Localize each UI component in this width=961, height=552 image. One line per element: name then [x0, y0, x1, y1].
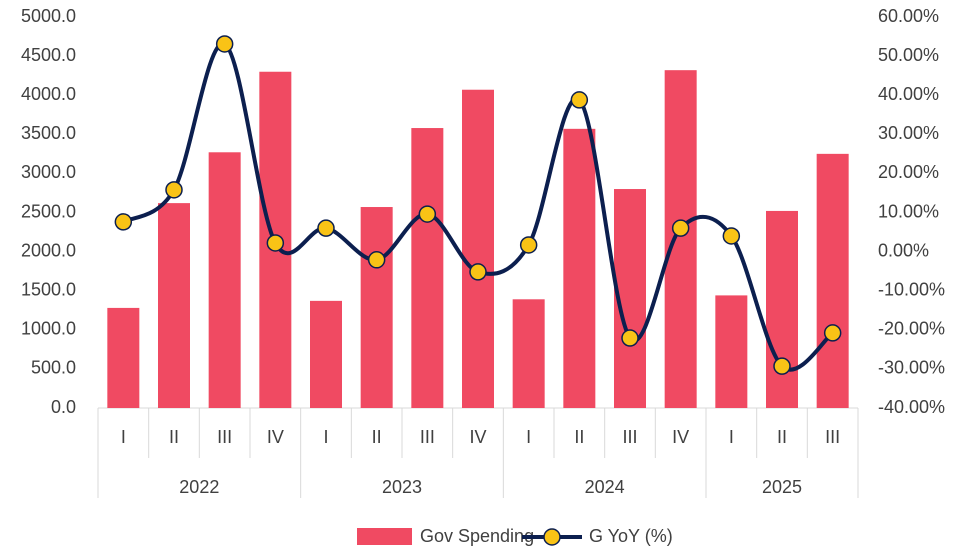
y2-tick-label: -10.00% [878, 279, 945, 299]
y2-tick-label: 20.00% [878, 162, 939, 182]
x-tick-label: IV [267, 427, 284, 447]
x-tick-label: II [169, 427, 179, 447]
bar [766, 210, 798, 408]
x-tick-label: III [825, 427, 840, 447]
x-tick-label: I [323, 427, 328, 447]
y-tick-label: 4000.0 [21, 84, 76, 104]
bar [310, 300, 342, 408]
y2-tick-label: -30.00% [878, 358, 945, 378]
marker [722, 227, 741, 245]
marker [469, 263, 487, 281]
marker [773, 357, 791, 375]
y-tick-label: 4500.0 [21, 45, 76, 65]
bar [512, 299, 545, 408]
x-tick-label: II [372, 427, 382, 447]
y2-tick-label: -40.00% [878, 397, 945, 417]
legend-label: Gov Spending [420, 526, 534, 546]
bar [664, 70, 697, 409]
legend-swatch [543, 528, 561, 546]
marker [671, 219, 690, 237]
y2-tick-label: 30.00% [878, 123, 939, 143]
y-tick-label: 3500.0 [21, 123, 76, 143]
marker [114, 213, 133, 231]
marker [165, 181, 183, 199]
y2-tick-label: 50.00% [878, 45, 939, 65]
legend-swatch [357, 528, 412, 545]
y-tick-label: 500.0 [31, 358, 76, 378]
marker [266, 234, 285, 252]
x-group-label: 2023 [382, 477, 422, 497]
y-tick-label: 3000.0 [21, 162, 76, 182]
x-tick-label: III [420, 427, 435, 447]
y2-tick-label: 0.00% [878, 240, 929, 260]
marker [621, 329, 639, 347]
bar [208, 152, 241, 408]
x-tick-label: I [729, 427, 734, 447]
marker [823, 324, 842, 342]
x-tick-label: II [777, 427, 787, 447]
x-tick-label: II [574, 427, 584, 447]
x-group-label: 2022 [179, 477, 219, 497]
marker [317, 219, 335, 237]
y2-tick-label: -20.00% [878, 319, 945, 339]
bar [107, 307, 140, 408]
x-tick-label: III [217, 427, 232, 447]
bar [462, 89, 494, 408]
y-tick-label: 5000.0 [21, 6, 76, 26]
x-group-label: 2024 [585, 477, 625, 497]
y-tick-label: 1000.0 [21, 319, 76, 339]
legend-label: G YoY (%) [589, 526, 673, 546]
bar [360, 207, 393, 408]
x-tick-label: III [622, 427, 637, 447]
x-group-label: 2025 [762, 477, 802, 497]
bar [715, 295, 748, 408]
line [122, 41, 834, 372]
y2-tick-label: 10.00% [878, 201, 939, 221]
x-tick-label: IV [672, 427, 689, 447]
marker [418, 205, 437, 223]
x-tick-label: IV [469, 427, 486, 447]
marker [570, 91, 589, 109]
bar [158, 203, 190, 408]
y-tick-label: 0.0 [51, 397, 76, 417]
marker [519, 236, 538, 254]
bar [563, 128, 596, 409]
bar [411, 128, 444, 408]
y2-tick-label: 40.00% [878, 84, 939, 104]
marker [367, 251, 386, 269]
y-tick-label: 2000.0 [21, 240, 76, 260]
y-tick-label: 1500.0 [21, 279, 76, 299]
x-tick-label: I [121, 427, 126, 447]
y-tick-label: 2500.0 [21, 201, 76, 221]
x-tick-label: I [526, 427, 531, 447]
bar [816, 153, 849, 408]
y2-tick-label: 60.00% [878, 6, 939, 26]
marker [215, 35, 234, 53]
